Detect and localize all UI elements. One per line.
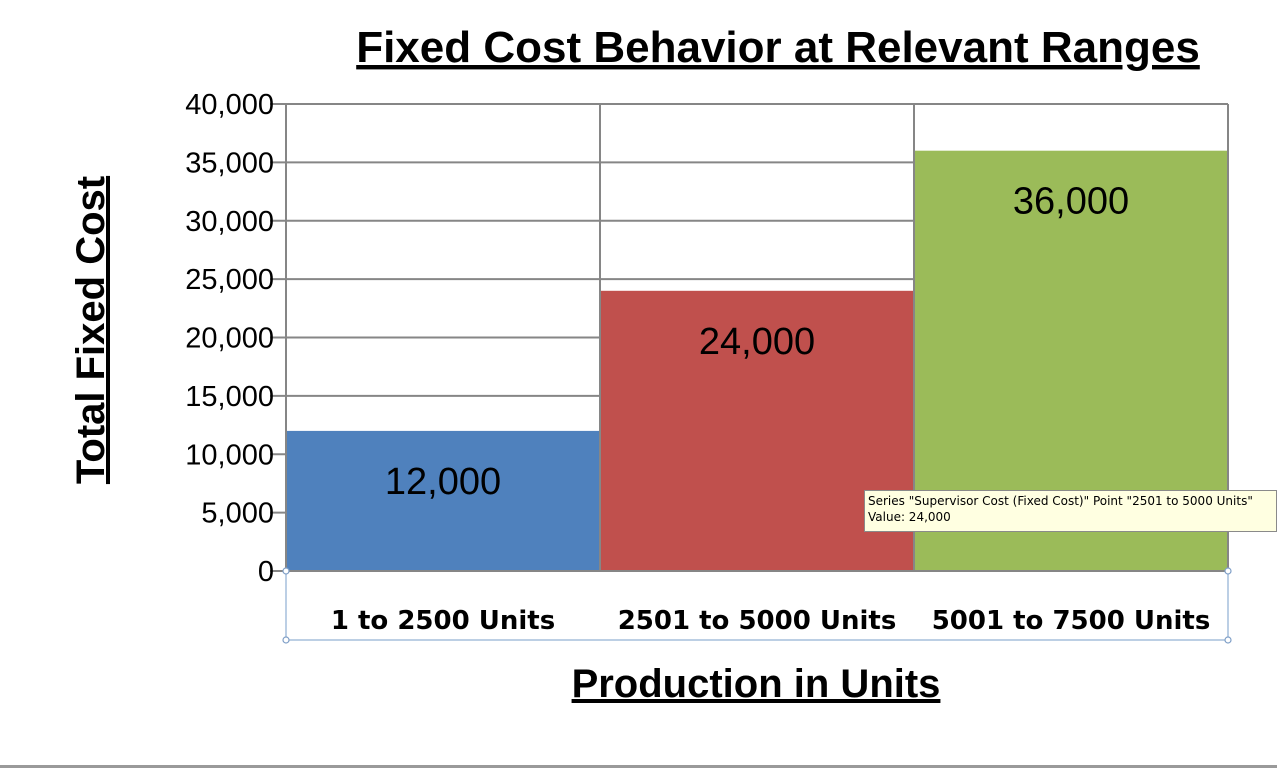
data-label: 12,000 xyxy=(385,461,501,503)
data-label: 36,000 xyxy=(1013,181,1129,223)
x-tick-label: 5001 to 7500 Units xyxy=(932,606,1211,636)
y-tick-label: 0 xyxy=(258,556,274,588)
y-tick-label: 40,000 xyxy=(185,89,274,121)
x-tick-label: 2501 to 5000 Units xyxy=(618,606,897,636)
selection-handle[interactable] xyxy=(1224,636,1232,644)
y-tick-label: 10,000 xyxy=(185,439,274,471)
x-tick-label: 1 to 2500 Units xyxy=(331,606,555,636)
y-tick-label: 35,000 xyxy=(185,147,274,179)
selection-handle[interactable] xyxy=(1224,567,1232,575)
bars xyxy=(286,150,1228,571)
selection-handle[interactable] xyxy=(282,567,290,575)
y-tick-label: 15,000 xyxy=(185,381,274,413)
chart-title: Fixed Cost Behavior at Relevant Ranges xyxy=(356,23,1200,72)
y-tick-label: 30,000 xyxy=(185,206,274,238)
selection-handle[interactable] xyxy=(282,636,290,644)
data-point-tooltip: Series "Supervisor Cost (Fixed Cost)" Po… xyxy=(864,490,1277,532)
bottom-divider xyxy=(0,765,1277,768)
x-axis-ticks: 1 to 2500 Units 2501 to 5000 Units 5001 to… xyxy=(331,606,1210,636)
x-axis-title: Production in Units xyxy=(572,662,941,706)
tooltip-value-line: Value: 24,000 xyxy=(868,510,951,524)
bar[interactable] xyxy=(286,430,600,571)
data-labels: 12,000 24,000 36,000 xyxy=(385,181,1129,503)
y-axis-title: Total Fixed Cost xyxy=(69,176,113,484)
y-tick-label: 5,000 xyxy=(201,498,274,530)
bar[interactable] xyxy=(600,290,914,571)
y-tick-label: 25,000 xyxy=(185,264,274,296)
y-axis-ticks: 0 5,000 10,000 15,000 20,000 25,000 30,000 35,0… xyxy=(185,89,274,588)
data-label: 24,000 xyxy=(699,321,815,363)
y-tick-label: 20,000 xyxy=(185,323,274,355)
tooltip-series-line: Series "Supervisor Cost (Fixed Cost)" Po… xyxy=(868,494,1253,508)
